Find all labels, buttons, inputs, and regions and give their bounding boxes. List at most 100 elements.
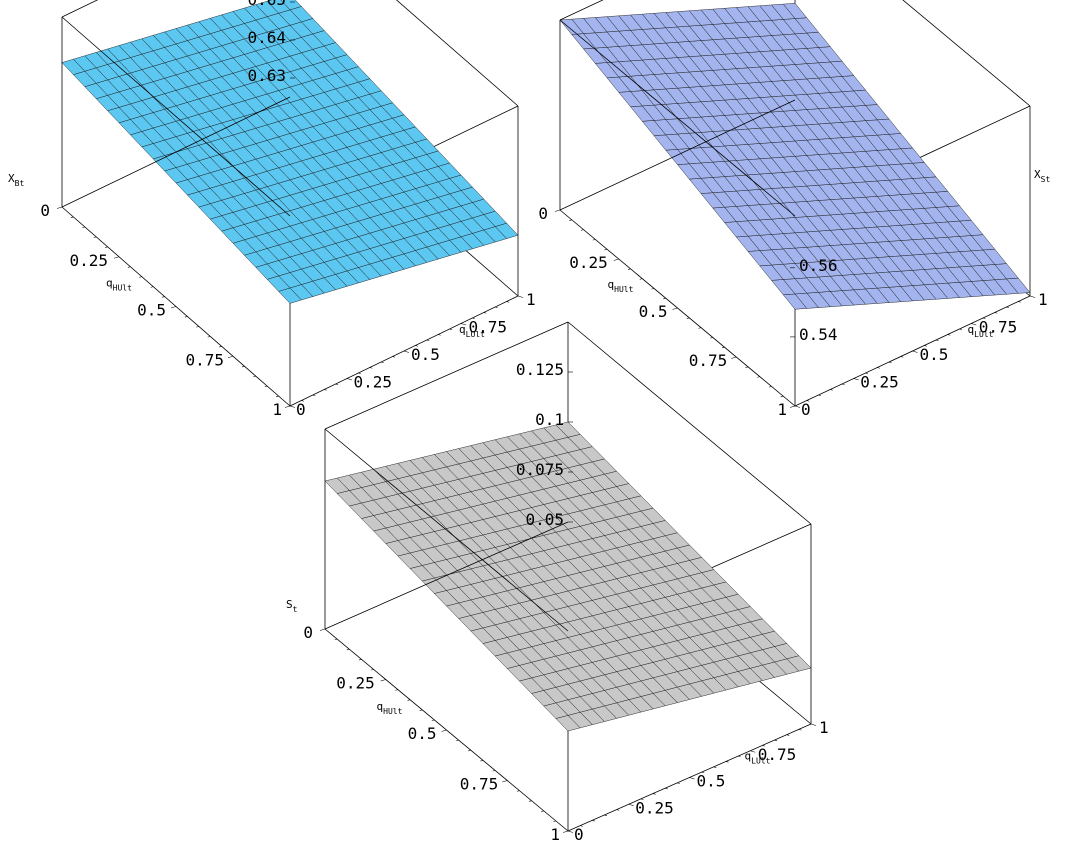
x-tick-mark: [162, 296, 165, 298]
x-tick-mark: [613, 258, 619, 261]
x-tick-mark: [651, 288, 655, 290]
y-tick-mark: [935, 339, 939, 342]
x-tick-label: 0: [303, 623, 313, 642]
x-tick-mark: [284, 405, 291, 408]
z-axis-label: XSt: [1034, 168, 1050, 184]
y-tick-mark: [994, 312, 998, 314]
y-tick-mark: [806, 400, 810, 402]
y-tick-label: 0.75: [979, 318, 1018, 337]
x-tick-mark: [686, 317, 690, 319]
y-tick-mark: [358, 372, 361, 375]
z-axis-label-sub: St: [1041, 175, 1051, 184]
x-tick-mark: [139, 276, 142, 278]
y-tick-mark: [841, 383, 845, 386]
y-tick-mark: [324, 389, 327, 391]
surface-cell: [324, 477, 350, 494]
x-tick-mark: [592, 239, 596, 241]
x-tick-mark: [253, 375, 256, 378]
x-axis-label-sub: HUlt: [383, 707, 402, 716]
y-tick-mark: [472, 317, 475, 320]
x-tick-label: 0.75: [460, 775, 499, 794]
box-edge: [324, 521, 569, 630]
axis-ticks: 00.250.50.751 00.250.50.7510.050.0750.10.…: [303, 360, 828, 844]
y-tick-mark: [877, 367, 880, 369]
y-tick-label: 0: [801, 400, 811, 419]
y-tick-mark: [725, 761, 729, 763]
y-tick-mark: [652, 793, 656, 795]
x-tick-mark: [358, 659, 362, 661]
x-tick-label: 1: [777, 400, 787, 419]
y-tick-mark: [888, 361, 892, 364]
y-tick-mark: [959, 328, 963, 331]
y-tick-mark: [1029, 295, 1036, 298]
y-axis-label-sub: LUlt: [751, 757, 770, 766]
x-tick-mark: [371, 669, 374, 671]
x-tick-mark: [721, 346, 725, 349]
x-tick-mark: [768, 386, 772, 388]
x-tick-mark: [150, 286, 154, 288]
y-tick-mark: [794, 405, 801, 408]
x-tick-label: 0.5: [137, 301, 166, 320]
z-tick-label: 0.075: [516, 460, 564, 479]
x-axis-label: qHUlt: [608, 278, 634, 294]
y-tick-label: 0.5: [411, 345, 440, 364]
x-tick-mark: [789, 405, 796, 408]
x-tick-mark: [580, 229, 584, 231]
x-tick-mark: [710, 337, 713, 339]
surface-cell: [61, 58, 86, 75]
box-edge: [567, 321, 812, 525]
x-tick-label: 1: [550, 825, 560, 844]
box-edge: [559, 0, 604, 21]
x-tick-mark: [569, 219, 572, 221]
x-tick-mark: [419, 709, 423, 711]
x-tick-mark: [604, 248, 608, 251]
x-tick-label: 0.25: [69, 251, 108, 270]
y-tick-label: 0: [574, 825, 584, 844]
x-tick-mark: [731, 356, 737, 359]
x-tick-mark: [407, 699, 411, 701]
y-tick-mark: [865, 372, 869, 375]
y-tick-mark: [713, 766, 717, 768]
x-tick-mark: [346, 648, 350, 651]
x-tick-label: 0.5: [408, 724, 437, 743]
z-tick-label: 0.65: [247, 0, 286, 9]
x-tick-label: 0: [40, 201, 50, 220]
y-tick-mark: [495, 306, 498, 309]
x-tick-mark: [456, 739, 459, 742]
x-tick-label: 1: [272, 400, 282, 419]
y-tick-mark: [506, 301, 510, 303]
x-tick-mark: [468, 749, 471, 752]
surface-mesh: [61, 0, 519, 304]
x-tick-mark: [492, 770, 496, 772]
y-tick-label: 0.75: [758, 745, 797, 764]
y-tick-label: 1: [526, 290, 536, 309]
x-tick-mark: [276, 395, 279, 398]
x-tick-label: 0.5: [639, 302, 668, 321]
x-tick-mark: [56, 206, 63, 209]
chart-surface-xbt: 00.250.50.75100.250.50.7510.630.640.650.…: [8, 0, 536, 419]
z-tick-label: 0.63: [247, 66, 286, 85]
y-tick-label: 0: [296, 400, 306, 419]
x-tick-mark: [196, 326, 199, 328]
x-tick-mark: [441, 729, 447, 732]
x-tick-mark: [184, 316, 188, 318]
chart-surface-xst: 00.250.50.751 00.250.50.7510.540.56qHUltq…: [538, 0, 1050, 419]
x-tick-mark: [227, 355, 234, 359]
x-tick-mark: [219, 346, 222, 348]
y-tick-label: 1: [819, 718, 829, 737]
box-edge: [559, 19, 796, 217]
y-tick-mark: [415, 345, 418, 347]
z-tick-label: 0.125: [516, 360, 564, 379]
x-tick-mark: [127, 266, 131, 268]
x-tick-label: 0.25: [336, 674, 375, 693]
y-tick-mark: [392, 356, 396, 358]
x-tick-mark: [480, 760, 484, 762]
y-tick-mark: [301, 400, 304, 402]
y-tick-mark: [853, 378, 859, 381]
y-tick-mark: [786, 734, 790, 736]
x-tick-mark: [319, 628, 326, 631]
box-edge: [559, 99, 796, 211]
y-tick-mark: [628, 803, 634, 807]
y-tick-label: 1: [1038, 290, 1048, 309]
y-tick-label: 0.75: [469, 318, 508, 337]
